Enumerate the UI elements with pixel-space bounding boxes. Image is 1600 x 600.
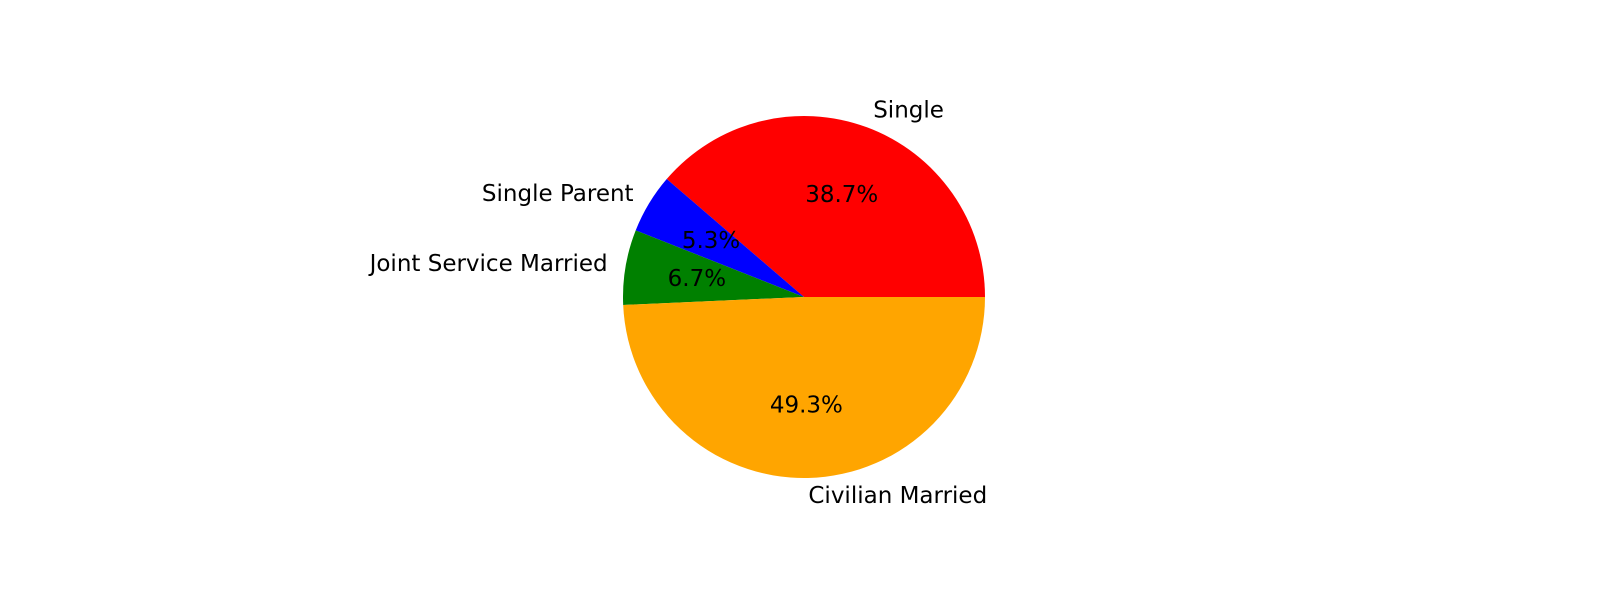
slice-label-single-parent: Single Parent — [482, 181, 634, 207]
pie-slice-single — [666, 116, 985, 298]
pie-slice-single-parent — [635, 179, 804, 297]
pie-slice-civilian-married — [623, 297, 985, 478]
slice-percent-single-parent: 5.3% — [682, 228, 740, 254]
pie-slices — [623, 116, 985, 478]
slice-label-civilian-married: Civilian Married — [808, 483, 987, 509]
slice-percent-single: 38.7% — [805, 182, 878, 208]
slice-percent-joint-service-married: 6.7% — [668, 266, 726, 292]
slice-label-single: Single — [873, 97, 944, 123]
pie-slice-joint-service-married — [623, 230, 804, 305]
slice-label-joint-service-married: Joint Service Married — [368, 251, 608, 277]
slice-percent-civilian-married: 49.3% — [770, 393, 843, 419]
pie-labels: Single 38.7% Single Parent 5.3% Joint Servic… — [368, 97, 988, 509]
